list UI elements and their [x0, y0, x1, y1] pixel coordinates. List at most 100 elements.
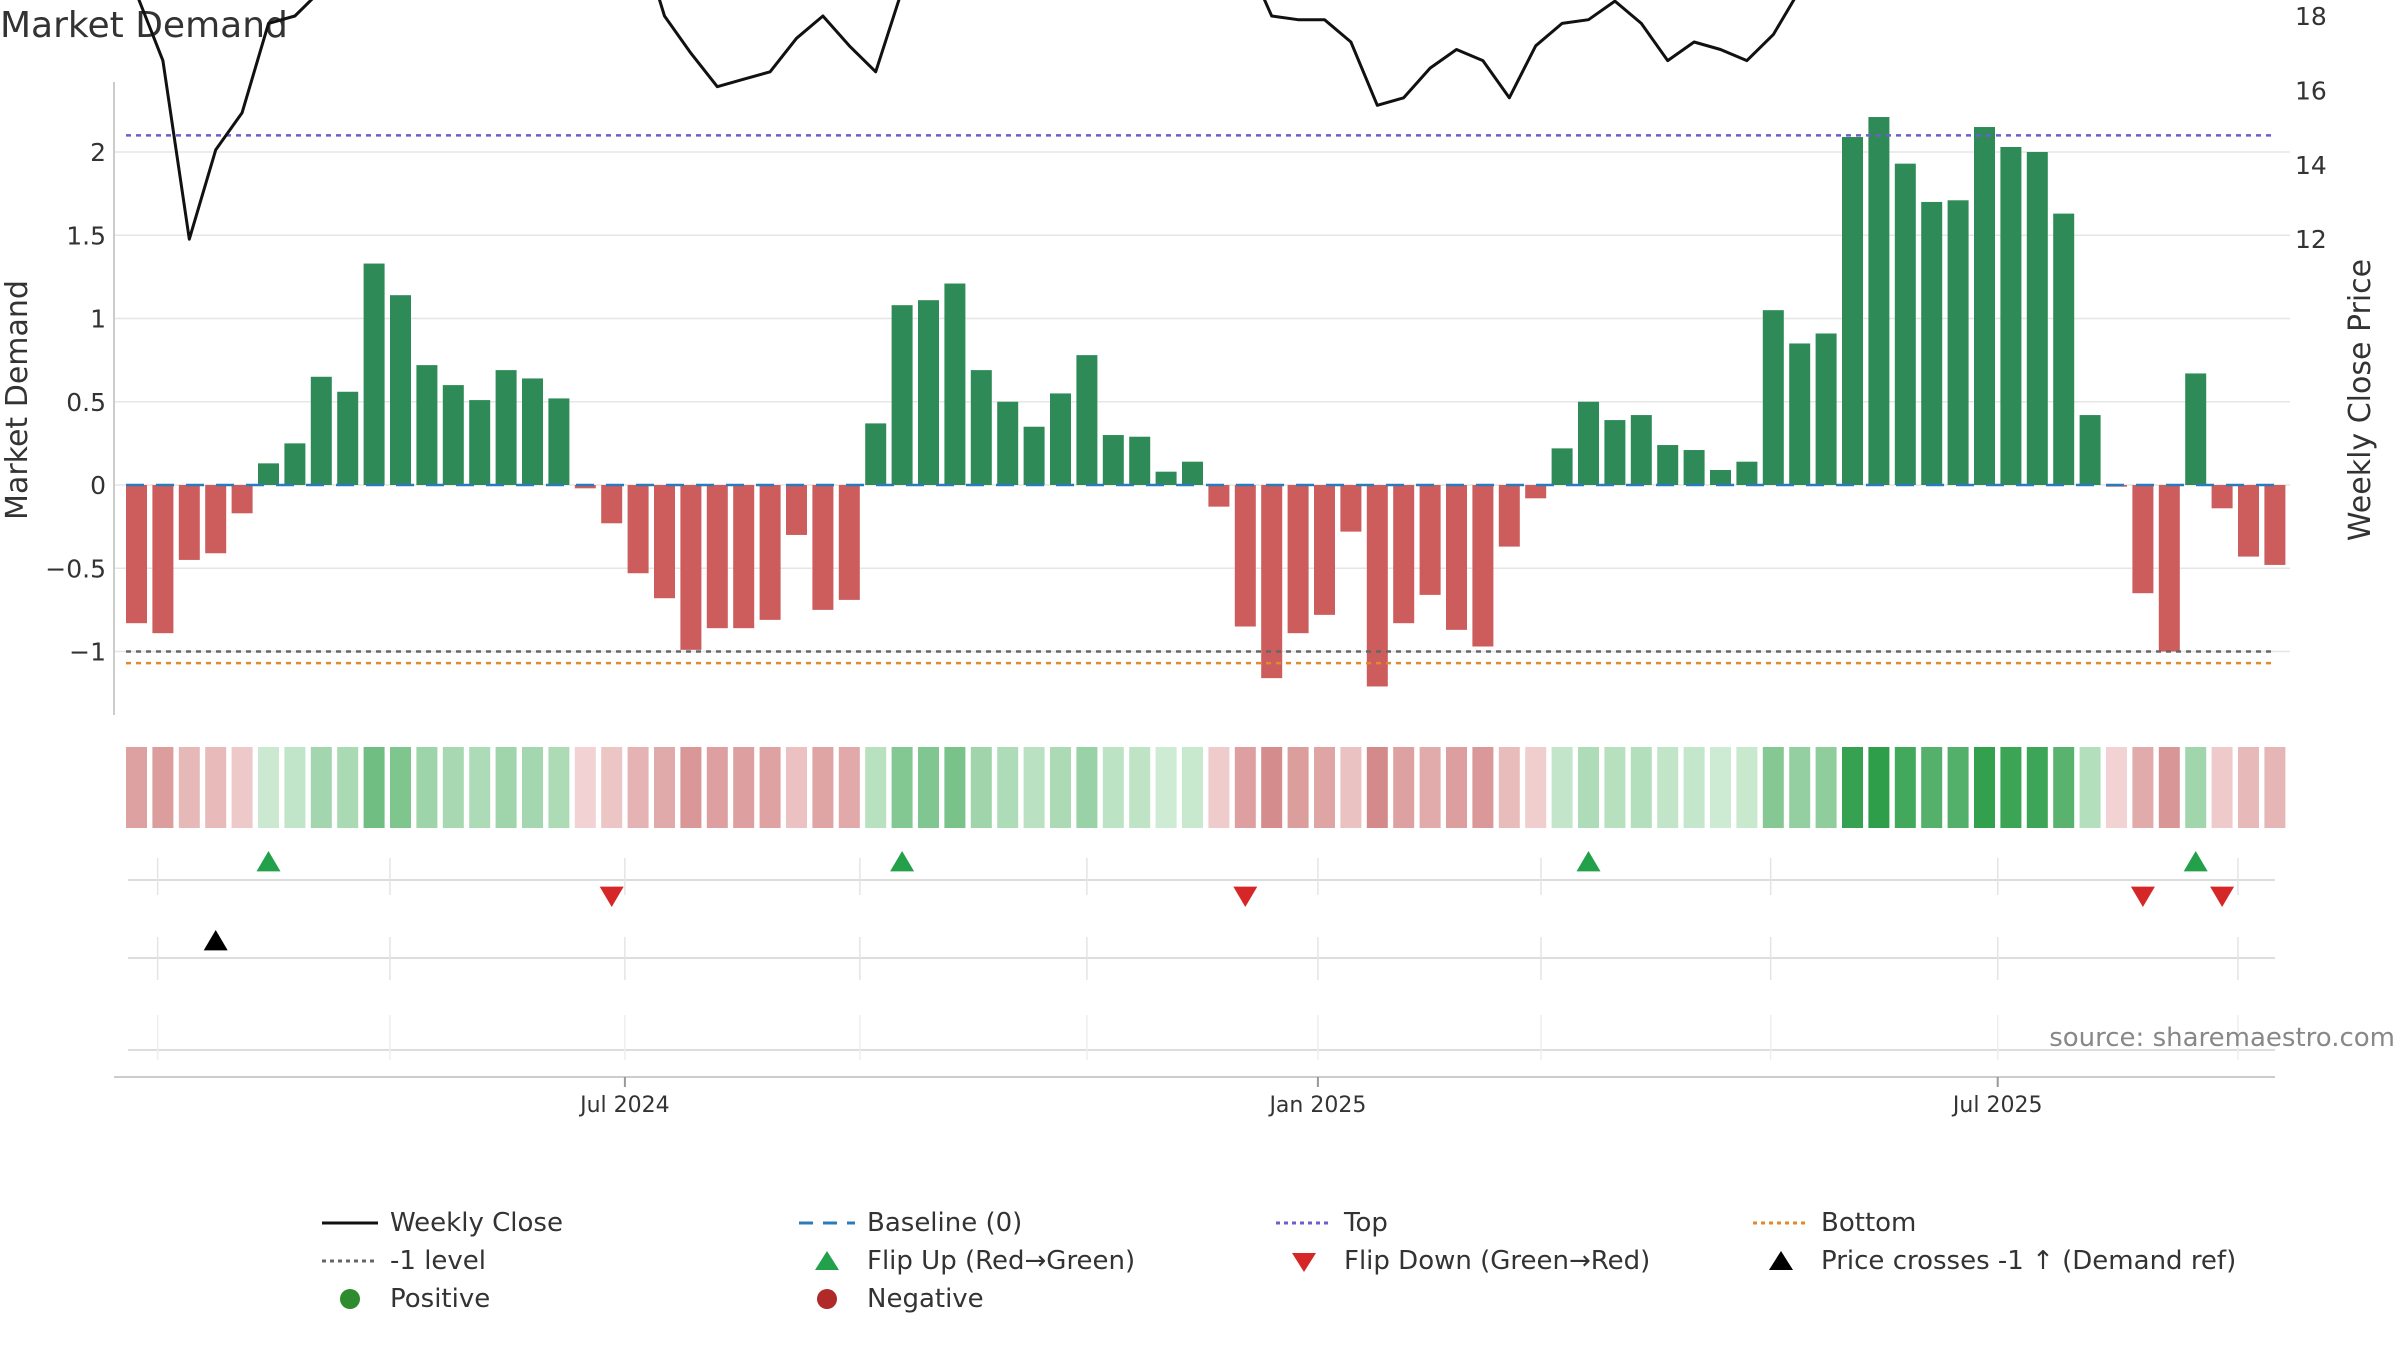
heat-cell	[1287, 747, 1309, 828]
demand-bar-negative	[1340, 485, 1362, 532]
y-tick-label-left: 0.5	[66, 388, 106, 417]
legend-dot-icon	[797, 1284, 857, 1314]
heat-cell	[654, 747, 675, 828]
demand-bar-positive	[363, 263, 385, 485]
heat-cell	[944, 747, 966, 828]
demand-bar-positive	[1815, 333, 1837, 485]
legend-line-swatch	[320, 1246, 380, 1276]
demand-bar-positive	[2079, 415, 2101, 485]
heat-cell	[1630, 747, 1652, 828]
legend-label: Positive	[390, 1284, 491, 1314]
demand-bar-negative	[1314, 485, 1335, 615]
demand-bar-positive	[310, 376, 332, 485]
demand-bar-positive	[469, 400, 491, 485]
demand-bar-positive	[1842, 137, 1863, 485]
demand-bar-negative	[1234, 485, 1256, 627]
x-axis: Jul 2024 Jan 2025 Jul 2025	[114, 1076, 2275, 1118]
legend-line-swatch	[320, 1208, 380, 1238]
demand-bar-positive	[390, 295, 411, 485]
legend-item: Weekly Close	[320, 1208, 563, 1238]
demand-bar-negative	[1287, 485, 1309, 634]
heat-cell	[1683, 747, 1705, 828]
heat-cell	[2264, 747, 2286, 828]
legend-label: Weekly Close	[390, 1208, 563, 1238]
legend-item: Top	[1274, 1208, 1388, 1238]
heat-cell	[680, 747, 702, 828]
demand-bar-negative	[1419, 485, 1441, 595]
legend-item: Bottom	[1751, 1208, 1916, 1238]
demand-bar-negative	[2158, 485, 2180, 652]
heat-cell	[469, 747, 491, 828]
heat-cell	[1921, 747, 1943, 828]
demand-bar-positive	[2026, 152, 2048, 485]
heat-cell	[1182, 747, 1203, 828]
y-tick-label-right: 18	[2295, 2, 2327, 31]
demand-bar-positive	[1710, 470, 1731, 485]
demand-bar-positive	[1102, 435, 1124, 485]
heat-cell	[1234, 747, 1256, 828]
heat-cell	[310, 747, 332, 828]
heat-cell	[1472, 747, 1494, 828]
y-tick-label-left: −0.5	[45, 554, 106, 583]
demand-bar-negative	[231, 485, 253, 514]
demand-bar-negative	[2211, 485, 2233, 509]
heat-cell	[1261, 747, 1283, 828]
demand-bar-negative	[1261, 485, 1283, 679]
legend-item: Negative	[797, 1284, 984, 1314]
demand-bar-positive	[1762, 310, 1784, 485]
source-note: source: sharemaestro.com	[2049, 1023, 2395, 1053]
demand-bar-positive	[1129, 436, 1151, 485]
heat-cell	[1789, 747, 1811, 828]
legend-item: Positive	[320, 1284, 490, 1314]
y-tick-label-right: 14	[2295, 151, 2327, 180]
demand-bar-positive	[1683, 450, 1705, 485]
heat-cell	[838, 747, 860, 828]
heat-cell	[1710, 747, 1731, 828]
heat-cell	[1736, 747, 1758, 828]
y-tick-label-left: −1	[69, 638, 106, 667]
demand-bar-positive	[1023, 426, 1045, 485]
demand-bar-positive	[1974, 127, 1995, 486]
heat-cell	[1974, 747, 1995, 828]
legend-label: Flip Down (Green→Red)	[1344, 1246, 1651, 1276]
heat-cell	[1551, 747, 1573, 828]
demand-bar-positive	[337, 391, 359, 485]
heat-cell	[205, 747, 227, 828]
demand-bar-positive	[2185, 373, 2207, 485]
demand-bar-negative	[574, 485, 596, 489]
heat-cell	[1102, 747, 1124, 828]
heat-cell	[1947, 747, 1969, 828]
demand-bar-positive	[1050, 393, 1071, 485]
legend-line-swatch	[1751, 1208, 1811, 1238]
demand-bar-positive	[548, 398, 570, 485]
demand-bar-positive	[1736, 461, 1758, 485]
legend-item: Price crosses -1 ↑ (Demand ref)	[1751, 1246, 2236, 1276]
y-tick-label-left: 2	[90, 138, 106, 167]
demand-bar-positive	[1868, 117, 1890, 485]
demand-bar-positive	[944, 283, 966, 485]
heat-cell	[1894, 747, 1916, 828]
heat-cell	[337, 747, 359, 828]
demand-bar-negative	[812, 485, 834, 610]
x-tick-label: Jul 2025	[1951, 1093, 2043, 1118]
legend-label: Top	[1344, 1208, 1388, 1238]
flip-down-marker	[599, 886, 624, 907]
y-axis-left-label: Market Demand	[0, 280, 35, 520]
heat-cell	[2053, 747, 2075, 828]
legend-label: Price crosses -1 ↑ (Demand ref)	[1821, 1246, 2237, 1276]
demand-bar-negative	[680, 485, 702, 650]
heat-strip	[126, 747, 2286, 828]
legend-label: Negative	[867, 1284, 984, 1314]
heat-cell	[706, 747, 728, 828]
legend-label: Flip Up (Red→Green)	[867, 1246, 1136, 1276]
heat-cell	[2158, 747, 2180, 828]
demand-bar-positive	[2000, 147, 2022, 485]
flip-down-marker	[1233, 886, 1258, 907]
demand-bar-positive	[1630, 415, 1652, 485]
heat-cell	[997, 747, 1019, 828]
demand-bar-negative	[1472, 485, 1494, 647]
heat-cell	[1604, 747, 1626, 828]
heat-cell	[1208, 747, 1230, 828]
demand-bar-positive	[865, 423, 887, 485]
